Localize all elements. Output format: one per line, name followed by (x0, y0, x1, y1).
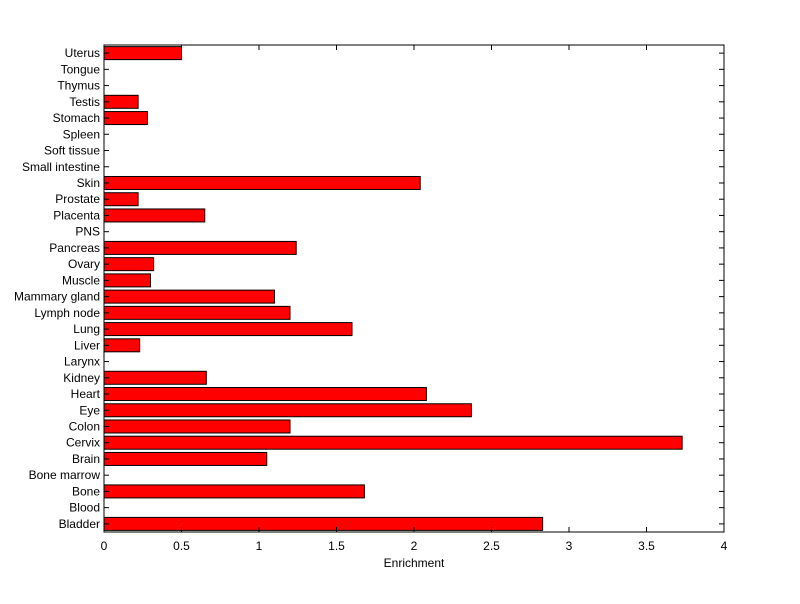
bar-uterus (103, 46, 182, 61)
y-tick-label: Testis (69, 95, 100, 109)
bar-liver (103, 338, 141, 353)
x-tick-label: 0.5 (173, 539, 190, 553)
y-tick-label: Bladder (59, 517, 100, 531)
bar-bone (103, 484, 365, 499)
y-tick-label: Kidney (63, 371, 100, 385)
bar-colon (103, 419, 291, 434)
bar-heart (103, 387, 427, 402)
x-tick-label: 1.5 (328, 539, 345, 553)
y-tick-label: Lung (73, 322, 100, 336)
bar-muscle (103, 273, 151, 288)
y-tick-label: Blood (69, 501, 100, 515)
y-tick-label: Prostate (55, 192, 100, 206)
y-tick-label: Colon (69, 419, 100, 433)
y-tick-label: Larynx (64, 355, 100, 369)
y-tick-label: PNS (75, 225, 100, 239)
y-tick-label: Brain (72, 452, 100, 466)
y-tick-label: Liver (74, 338, 100, 352)
y-tick-label: Thymus (57, 79, 100, 93)
y-tick-label: Cervix (66, 436, 100, 450)
x-tick-label: 0 (101, 539, 108, 553)
bar-kidney (103, 370, 207, 385)
bar-cervix (103, 435, 683, 450)
x-tick-label: 2 (411, 539, 418, 553)
y-tick-label: Eye (79, 403, 100, 417)
plot-area (104, 45, 724, 532)
x-tick-label: 3 (566, 539, 573, 553)
y-tick-label: Mammary gland (14, 290, 100, 304)
y-tick-label: Tongue (61, 62, 101, 76)
y-tick-label: Soft tissue (44, 144, 100, 158)
y-tick-label: Pancreas (49, 241, 100, 255)
plot-frame (103, 44, 725, 533)
y-tick-label: Heart (71, 387, 101, 401)
y-axis: Bladder Blood Bone Bone marrow Brain Cervix Co… (14, 46, 724, 531)
y-tick-label: Ovary (68, 257, 100, 271)
bar-brain (103, 451, 268, 466)
bar-prostate (103, 192, 139, 207)
x-tick-label: 3.5 (638, 539, 655, 553)
bar-eye (103, 403, 472, 418)
y-tick-label: Muscle (62, 273, 100, 287)
y-tick-label: Bone marrow (29, 468, 101, 482)
y-tick-label: Skin (77, 176, 100, 190)
bar-pancreas (103, 240, 297, 255)
bar-skin (103, 175, 421, 190)
bar-lung (103, 322, 353, 337)
y-tick-label: Lymph node (34, 306, 100, 320)
y-tick-label: Placenta (53, 208, 100, 222)
y-tick-label: Spleen (63, 127, 100, 141)
bar-ovary (103, 257, 155, 272)
bar-testis (103, 94, 139, 109)
y-tick-label: Uterus (65, 46, 100, 60)
x-tick-label: 2.5 (483, 539, 500, 553)
x-tick-label: 4 (721, 539, 728, 553)
bar-lymph-node (103, 305, 291, 320)
x-tick-label: 1 (256, 539, 263, 553)
bar-stomach (103, 111, 148, 126)
x-axis-title: Enrichment (384, 556, 445, 570)
bar-mammary-gland (103, 289, 275, 304)
bar-placenta (103, 208, 206, 223)
y-tick-label: Bone (72, 484, 100, 498)
y-tick-label: Small intestine (22, 160, 100, 174)
bar-bladder (103, 516, 544, 531)
y-tick-label: Stomach (53, 111, 100, 125)
